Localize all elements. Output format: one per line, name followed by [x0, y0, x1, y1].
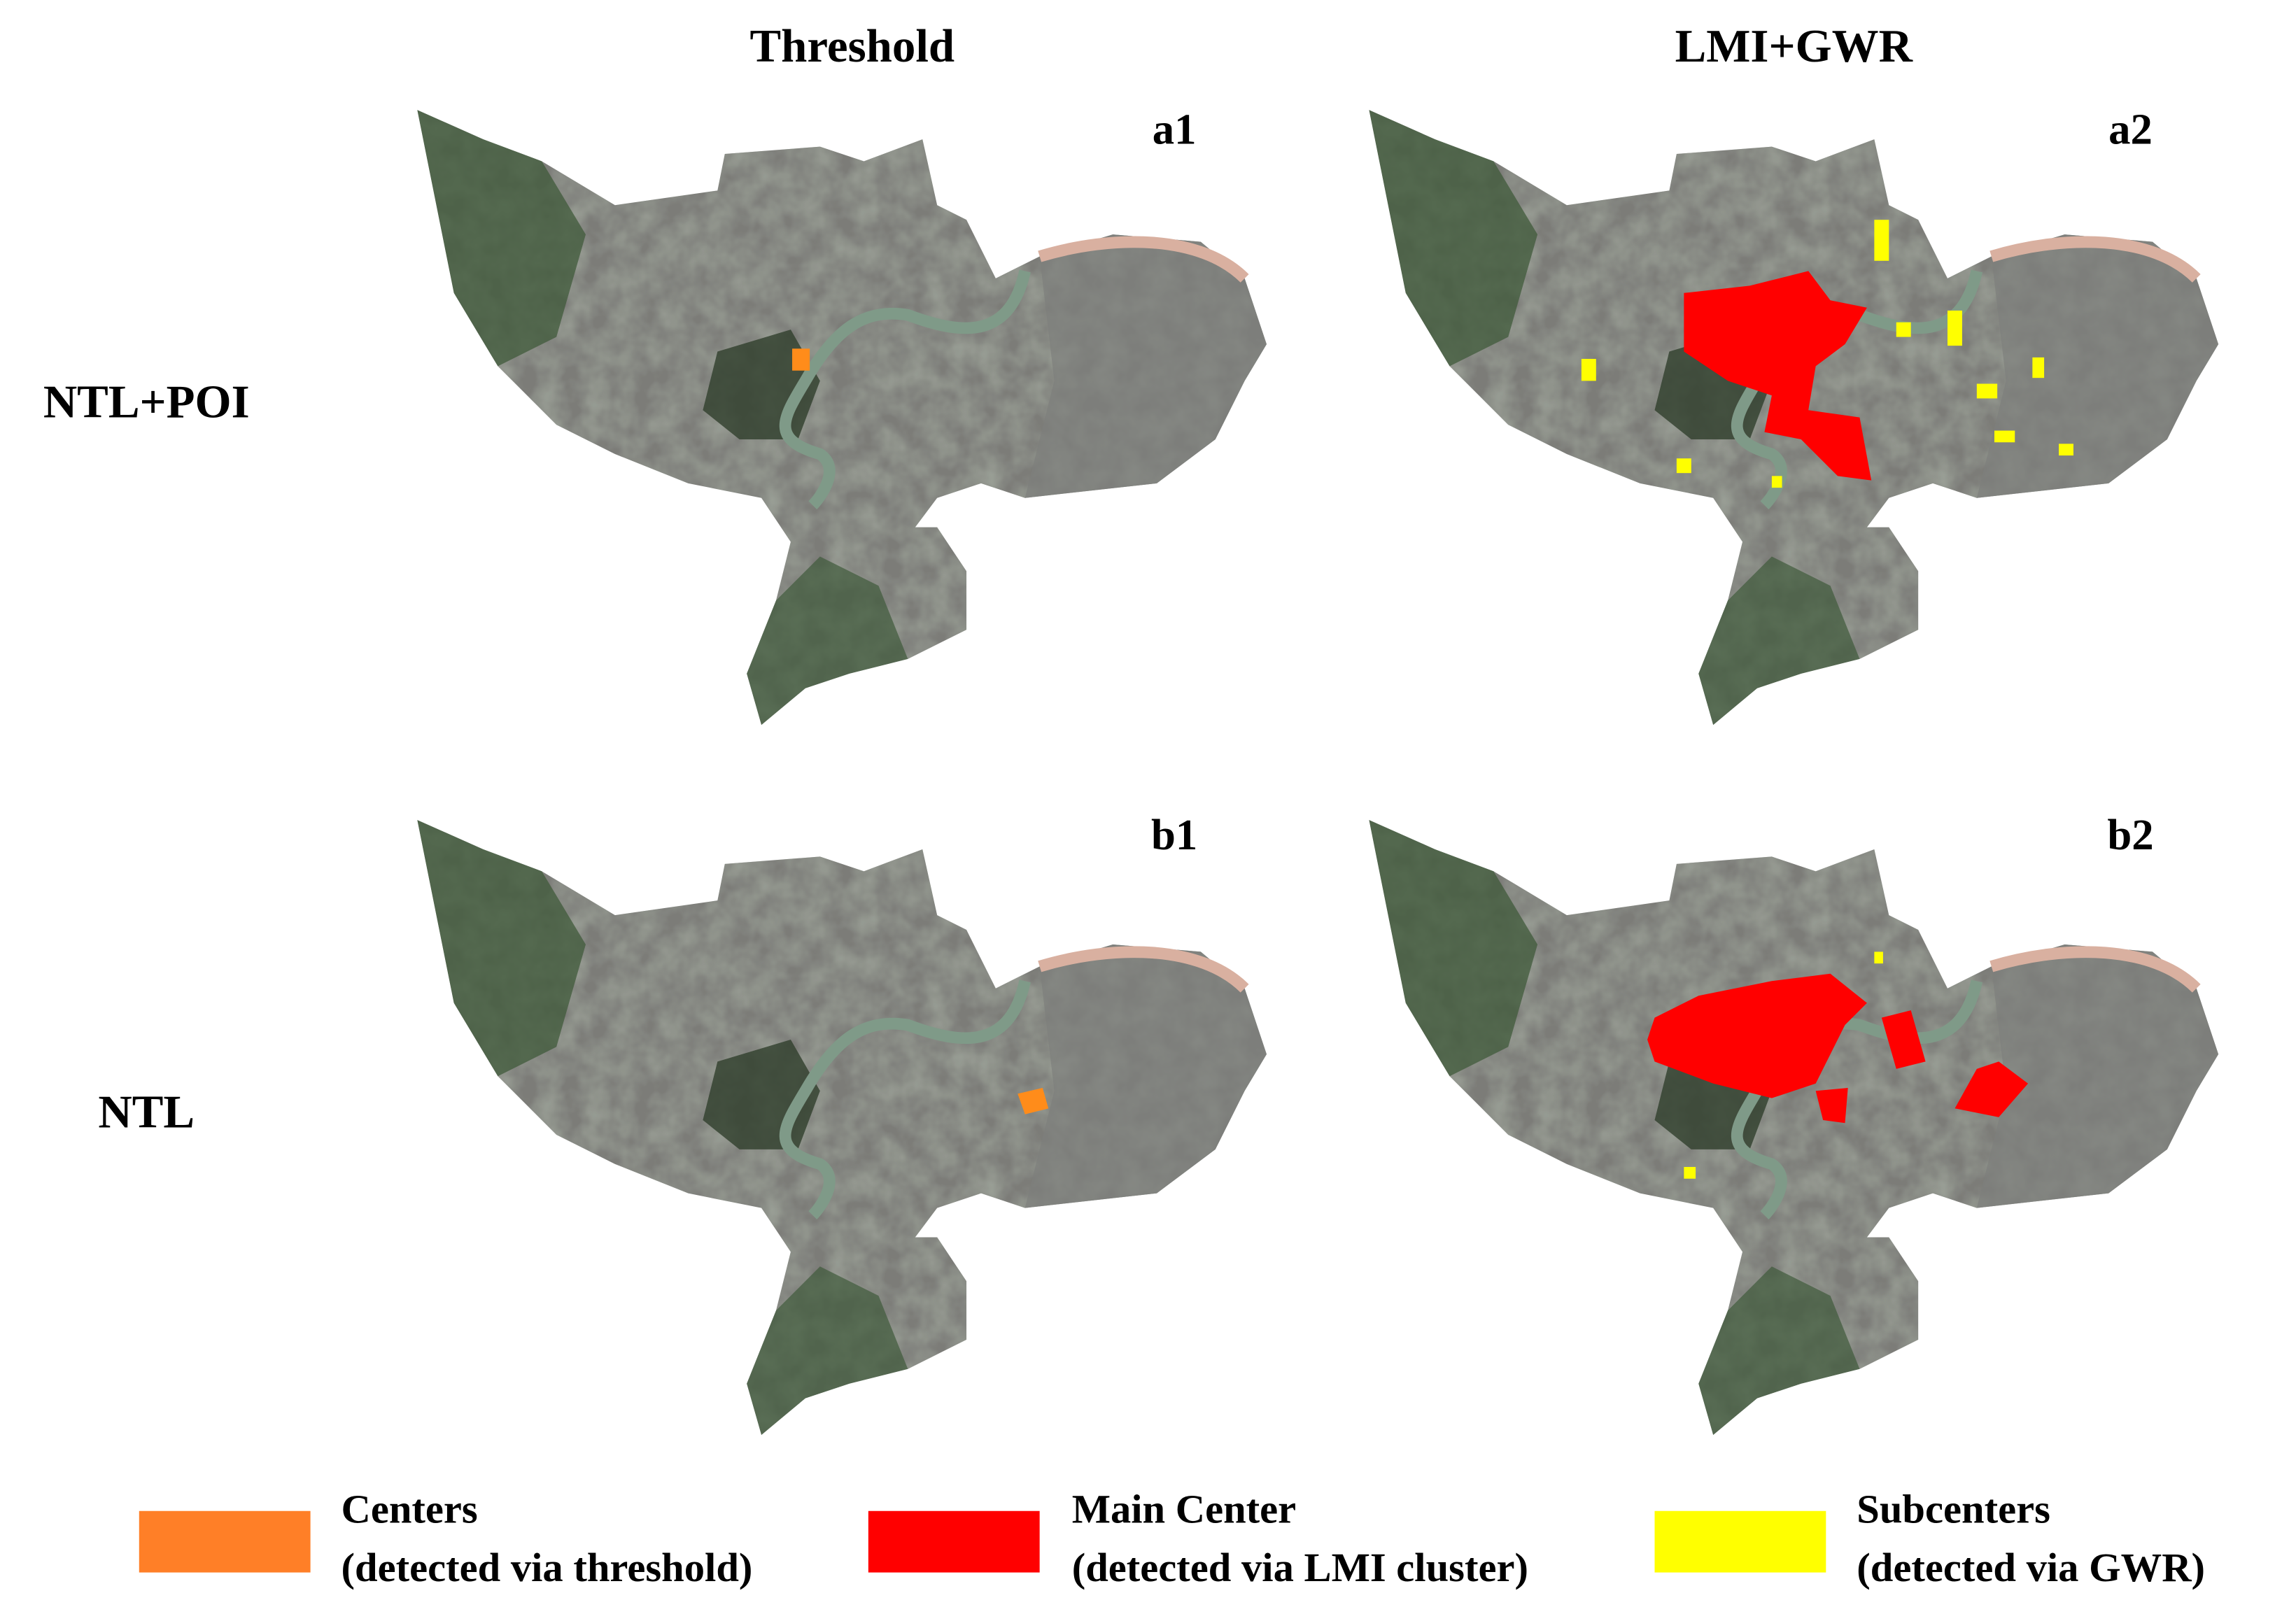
legend-swatch — [1654, 1510, 1826, 1573]
legend-subtitle: (detected via threshold) — [341, 1545, 753, 1590]
column-header: Threshold — [749, 20, 955, 72]
panel-label: b2 — [2107, 810, 2153, 859]
legend-title: Subcenters — [1857, 1486, 2050, 1531]
map-a1 — [417, 110, 1267, 725]
panel-label: a2 — [2108, 104, 2153, 153]
column-header: LMI+GWR — [1675, 20, 1913, 72]
panel-label: a1 — [1153, 104, 1197, 153]
map-b1 — [417, 820, 1267, 1435]
panel-label: b1 — [1151, 810, 1197, 859]
row-label: NTL+POI — [43, 376, 250, 428]
legend-swatch — [868, 1510, 1040, 1573]
legend-subtitle: (detected via GWR) — [1857, 1545, 2205, 1590]
legend-title: Main Center — [1072, 1486, 1296, 1531]
map-b2 — [1369, 820, 2218, 1435]
legend-title: Centers — [341, 1486, 478, 1531]
legend-subtitle: (detected via LMI cluster) — [1072, 1545, 1528, 1590]
map-a2 — [1369, 110, 2218, 725]
row-label: NTL — [98, 1086, 195, 1138]
legend-swatch — [139, 1510, 311, 1573]
